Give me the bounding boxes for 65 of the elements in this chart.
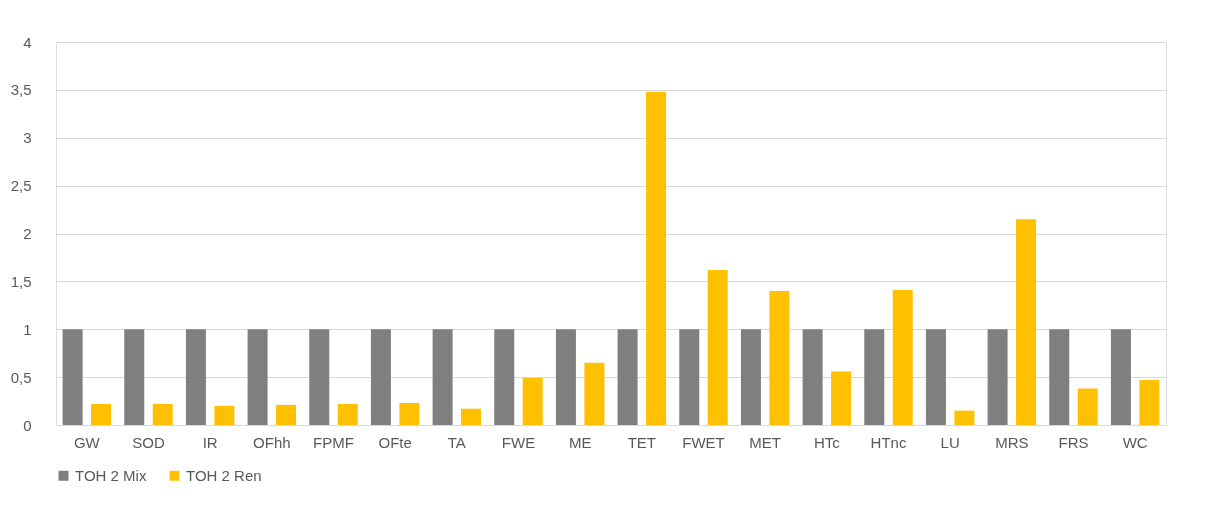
x-tick-label: WC [1122, 433, 1148, 451]
bar [432, 329, 453, 425]
x-tick-label: HTc [813, 433, 841, 451]
bar [987, 329, 1008, 425]
bar [892, 289, 913, 425]
bar [276, 404, 297, 425]
x-tick-label: TET [627, 433, 657, 451]
bar [309, 329, 330, 425]
bar [954, 410, 975, 425]
x-tick-label: HTnc [870, 433, 907, 451]
bar [62, 329, 83, 425]
x-tick-label: FWE [501, 433, 536, 451]
bar [584, 362, 605, 425]
bar [555, 329, 576, 425]
bar [247, 329, 268, 425]
bar [802, 329, 823, 425]
legend-label: TOH 2 Mix [75, 466, 147, 484]
bar [707, 269, 728, 425]
bar [461, 408, 482, 425]
y-tick-label: 4 [23, 33, 32, 51]
bar [337, 403, 358, 425]
x-tick-label: MRS [995, 433, 1029, 451]
y-tick-label: 2,5 [10, 177, 32, 195]
bar [864, 329, 885, 425]
bar [831, 371, 852, 425]
bar [152, 403, 173, 425]
bar [124, 329, 145, 425]
y-tick-label: 0 [23, 416, 32, 434]
x-tick-label: FPMF [313, 433, 354, 451]
bar [522, 378, 543, 425]
x-tick-label: GW [73, 433, 101, 451]
x-tick-label: IR [202, 433, 218, 451]
y-tick-label: 0,5 [10, 368, 32, 386]
bar [399, 402, 420, 425]
bar [1049, 329, 1070, 425]
y-tick-label: 1,5 [10, 272, 32, 290]
bar [1077, 388, 1098, 425]
x-tick-label: FWET [682, 433, 725, 451]
bar [617, 329, 638, 425]
bar [1110, 329, 1131, 425]
x-tick-label: SOD [132, 433, 165, 451]
bar [494, 329, 515, 425]
x-tick-label: TA [447, 433, 466, 451]
y-tick-label: 1 [23, 320, 32, 338]
y-tick-label: 3 [23, 129, 32, 147]
x-tick-label: LU [940, 433, 960, 451]
x-tick-label: ME [568, 433, 592, 451]
legend-label: TOH 2 Ren [186, 466, 262, 484]
bar [646, 91, 667, 425]
bar [769, 290, 790, 425]
bar [740, 329, 761, 425]
bar [679, 329, 700, 425]
bar [1016, 219, 1037, 425]
bar [214, 405, 235, 425]
bar [91, 403, 112, 425]
y-tick-label: 3,5 [10, 81, 32, 99]
bar [1139, 380, 1160, 425]
bar [185, 329, 206, 425]
y-tick-label: 2 [23, 225, 32, 242]
x-tick-label: OFte [378, 433, 412, 451]
x-tick-label: MET [749, 433, 781, 451]
x-tick-label: OFhh [253, 433, 291, 451]
bar [370, 329, 391, 425]
x-tick-label: FRS [1058, 433, 1089, 451]
bar [925, 329, 946, 425]
